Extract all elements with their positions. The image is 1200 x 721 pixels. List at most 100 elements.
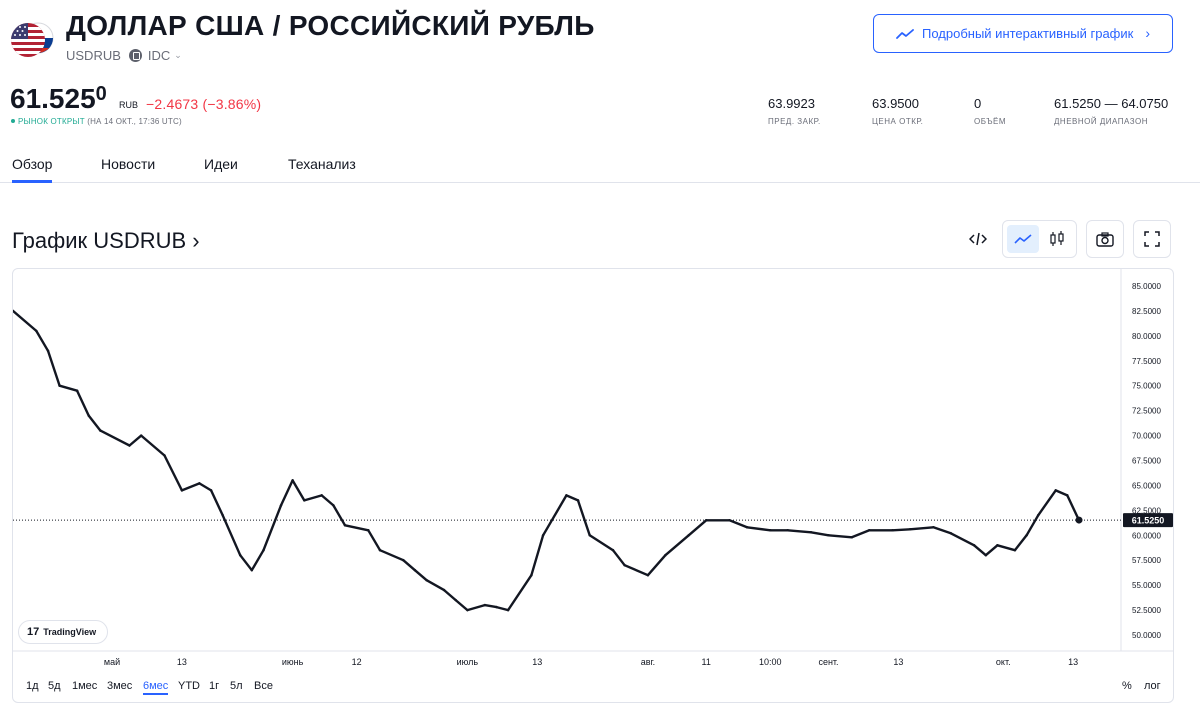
- tab-ideas[interactable]: Идеи: [204, 156, 238, 172]
- candles-style-button[interactable]: [1038, 220, 1076, 258]
- x-tick-label: июль: [457, 657, 479, 667]
- stat-label: ДНЕВНОЙ ДИАПАЗОН: [1054, 117, 1148, 126]
- y-tick-label: 60.0000: [1132, 531, 1161, 540]
- x-tick-label: май: [104, 657, 120, 667]
- price-point: [425, 579, 428, 582]
- exchange-label[interactable]: IDC: [147, 48, 171, 63]
- percent-scale-toggle[interactable]: %: [1122, 680, 1132, 692]
- price-line-segment: [13, 309, 38, 333]
- price-line-segment: [483, 603, 498, 609]
- price-chart[interactable]: 85.0000 82.5000 80.0000 77.5000 75.0000 72.50…: [13, 269, 1174, 703]
- range-ytd[interactable]: YTD: [178, 680, 200, 692]
- price-point: [530, 574, 533, 577]
- last-price-label: 61.5250: [1132, 516, 1165, 526]
- price-line-segment: [972, 544, 987, 557]
- chart-panel[interactable]: 85.0000 82.5000 80.0000 77.5000 75.0000 72.50…: [12, 268, 1174, 703]
- range-1m[interactable]: 1мес: [72, 680, 98, 692]
- price-line-segment: [1013, 534, 1028, 552]
- price-line-segment: [454, 598, 469, 612]
- range-6m[interactable]: 6мес: [143, 680, 169, 695]
- price-main: 61.525: [10, 83, 96, 114]
- tradingview-mark-icon: 17: [27, 626, 40, 638]
- x-tick-label: 13: [532, 657, 542, 667]
- price-point: [442, 588, 446, 592]
- price-point: [611, 549, 615, 552]
- range-all[interactable]: Все: [254, 680, 273, 692]
- tab-news[interactable]: Новости: [101, 156, 156, 172]
- price-line-segment: [827, 534, 853, 539]
- x-tick-label: 13: [1068, 657, 1078, 667]
- last-price-dot: [1075, 516, 1083, 524]
- currency-label: RUB: [119, 100, 139, 110]
- price-point: [483, 603, 486, 607]
- price-point: [402, 559, 405, 562]
- price-point: [454, 598, 457, 602]
- tradingview-logo-text: TradingView: [43, 627, 97, 637]
- fullscreen-button[interactable]: [1133, 220, 1171, 258]
- chevron-down-icon[interactable]: ⌄: [174, 50, 182, 60]
- price-point: [506, 608, 510, 612]
- price-line-segment: [35, 329, 50, 353]
- snapshot-button[interactable]: [1086, 220, 1124, 258]
- tab-overview[interactable]: Обзор: [12, 156, 53, 183]
- price-line-segment: [128, 434, 143, 447]
- price-line-segment: [687, 519, 708, 537]
- market-open-label: РЫНОК ОТКРЫТ: [18, 117, 85, 126]
- market-status: РЫНОК ОТКРЫТ (НА 14 ОКТ., 17:36 UTC): [11, 117, 182, 126]
- stat-label: ЦЕНА ОТКР.: [872, 117, 924, 126]
- range-1y[interactable]: 1г: [209, 680, 220, 692]
- y-tick-label: 67.5000: [1132, 457, 1161, 466]
- price-point: [984, 554, 987, 557]
- range-3m[interactable]: 3мес: [107, 680, 133, 692]
- price-point: [180, 489, 184, 492]
- price-point: [163, 454, 166, 457]
- y-tick-label: 70.0000: [1132, 432, 1161, 441]
- price-point: [996, 544, 999, 547]
- price-point: [198, 482, 201, 485]
- price-line-segment: [891, 528, 912, 532]
- detailed-chart-button[interactable]: Подробный интерактивный график ›: [873, 14, 1173, 53]
- price-point: [303, 499, 306, 502]
- price-point: [221, 514, 224, 517]
- tradingview-logo[interactable]: 17 TradingView: [18, 620, 108, 644]
- price-point: [705, 519, 708, 522]
- price-line-segment: [646, 554, 667, 577]
- price-point: [378, 549, 382, 552]
- price-line-segment: [198, 482, 213, 492]
- embed-button[interactable]: [959, 220, 997, 258]
- x-tick-label: 11: [702, 657, 711, 667]
- chart-title[interactable]: График USDRUB ›: [12, 228, 200, 253]
- price-point: [1013, 549, 1017, 552]
- status-dot-icon: [11, 119, 15, 123]
- range-1d[interactable]: 1д: [26, 680, 39, 692]
- price-point: [279, 504, 283, 507]
- price-line-segment: [908, 526, 935, 531]
- price-point: [367, 529, 370, 532]
- chevron-right-icon: ›: [1145, 25, 1150, 41]
- price-point: [664, 554, 667, 557]
- x-tick-label: сент.: [818, 657, 838, 667]
- price-line-segment: [402, 559, 417, 572]
- log-scale-toggle[interactable]: лог: [1144, 680, 1161, 692]
- stat-label: ОБЪЁМ: [974, 117, 1007, 126]
- range-5y[interactable]: 5л: [230, 680, 243, 692]
- price-point: [565, 494, 568, 497]
- line-style-button[interactable]: [1004, 220, 1042, 258]
- detailed-chart-label: Подробный интерактивный график: [922, 26, 1134, 41]
- range-5d[interactable]: 5д: [48, 680, 61, 692]
- price-line-segment: [320, 494, 335, 507]
- price-point: [1037, 514, 1040, 517]
- price-last-digit: 0: [95, 83, 107, 105]
- stat-value: 61.5250 — 64.0750: [1054, 96, 1169, 111]
- stat-volume: 0 ОБЪЁМ: [974, 96, 1006, 126]
- page-title: ДОЛЛАР США / РОССИЙСКИЙ РУБЛЬ: [66, 10, 595, 41]
- price-line-segment: [58, 384, 79, 392]
- price-line-segment: [530, 534, 545, 577]
- x-tick-label: авг.: [641, 657, 655, 667]
- tab-technicals[interactable]: Теханализ: [288, 156, 356, 172]
- price-line-segment: [506, 574, 533, 612]
- stat-open: 63.9500 ЦЕНА ОТКР.: [872, 96, 923, 126]
- x-tick-label: июнь: [282, 657, 304, 667]
- price-point: [932, 526, 935, 529]
- price-line-segment: [139, 434, 166, 457]
